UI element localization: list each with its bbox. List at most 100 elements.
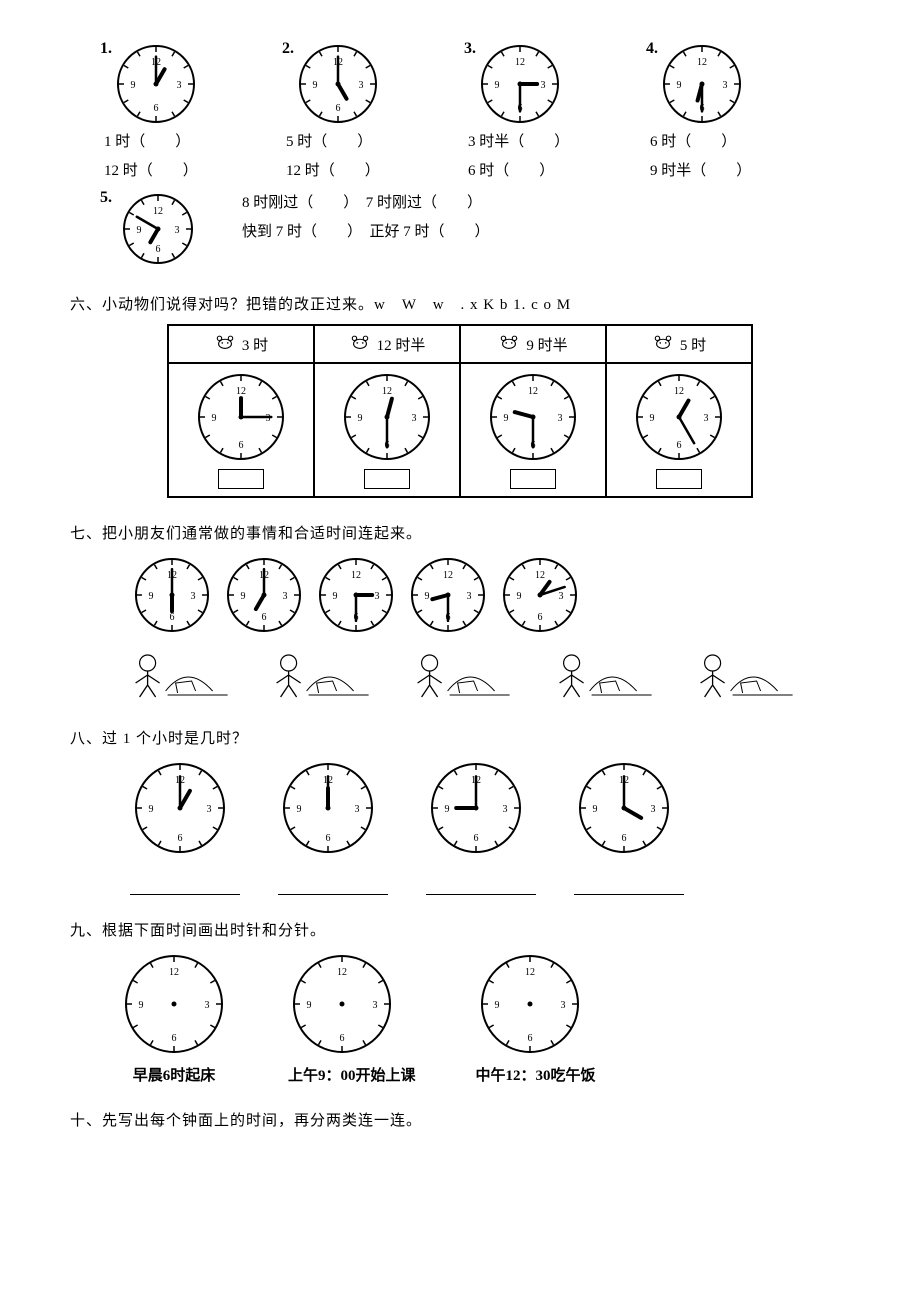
q2-number: 2. — [282, 40, 294, 58]
s6-cell-3-answer-box[interactable] — [656, 469, 702, 489]
svg-text:12: 12 — [697, 57, 707, 68]
q2-line-0: 5 时（ ） — [286, 128, 464, 157]
svg-text:9: 9 — [445, 804, 450, 815]
svg-text:3: 3 — [651, 804, 656, 815]
activity-sleeping — [675, 643, 810, 699]
s8-col-0: 12369 — [130, 758, 240, 895]
svg-text:3: 3 — [177, 80, 182, 91]
svg-text:9: 9 — [494, 1000, 499, 1011]
svg-text:6: 6 — [170, 612, 175, 623]
s8-answer-line-2[interactable] — [426, 876, 536, 895]
s6-cell-0-label: 3 时 — [242, 334, 268, 355]
s6-cell-3-header: 5 时 — [608, 327, 750, 361]
svg-text:12: 12 — [153, 206, 163, 217]
s7-clock-2: 12369 — [314, 553, 398, 637]
s8-col-1: 12369 — [278, 758, 388, 895]
q1-4-grid: 1. 12369 1 时（ ） 12 时（ ） 2. 12369 5 时（ ） … — [100, 40, 850, 185]
activity-computer — [110, 643, 245, 699]
svg-text:12: 12 — [337, 967, 347, 978]
animal-icon — [652, 332, 674, 357]
q1-line-1: 12 时（ ） — [104, 157, 282, 186]
s9-clock-0[interactable]: 12369 — [120, 950, 228, 1058]
svg-text:3: 3 — [266, 413, 271, 424]
q1-column: 1. 12369 1 时（ ） 12 时（ ） — [100, 40, 282, 185]
svg-text:6: 6 — [677, 440, 682, 451]
svg-text:6: 6 — [326, 833, 331, 844]
svg-text:3: 3 — [283, 591, 288, 602]
s9-col-0: 12369 早晨6时起床 — [120, 950, 228, 1085]
svg-text:3: 3 — [704, 413, 709, 424]
svg-text:3: 3 — [467, 591, 472, 602]
svg-text:3: 3 — [558, 413, 563, 424]
activity-doing-homework-icon — [534, 643, 669, 699]
svg-text:12: 12 — [525, 967, 535, 978]
svg-text:9: 9 — [677, 80, 682, 91]
section-8: 八、过 1 个小时是几时？ 12369 12369 12369 12369 — [70, 727, 850, 895]
section-7-title: 七、把小朋友们通常做的事情和合适时间连起来。 — [70, 522, 850, 543]
svg-text:3: 3 — [175, 225, 180, 236]
s9-clock-1[interactable]: 12369 — [288, 950, 416, 1058]
activity-eating-lunch-icon — [392, 643, 527, 699]
svg-text:3: 3 — [559, 591, 564, 602]
svg-text:6: 6 — [239, 440, 244, 451]
q5-clock: 12369 — [118, 189, 198, 269]
svg-text:3: 3 — [205, 1000, 210, 1011]
s6-cell-2-clock: 12369 — [462, 365, 604, 465]
s9-clock-2[interactable]: 12369 — [476, 950, 596, 1058]
svg-text:6: 6 — [336, 103, 341, 114]
svg-text:9: 9 — [593, 804, 598, 815]
s8-clock-0: 12369 — [130, 758, 240, 858]
question-block-1-5: 1. 12369 1 时（ ） 12 时（ ） 2. 12369 5 时（ ） … — [70, 40, 850, 269]
s9-col-1: 12369 上午9：00开始上课 — [288, 950, 416, 1085]
animal-icon — [498, 332, 520, 357]
svg-text:3: 3 — [375, 591, 380, 602]
s8-answer-line-1[interactable] — [278, 876, 388, 895]
activity-eating-lunch — [392, 643, 527, 699]
svg-text:9: 9 — [333, 591, 338, 602]
svg-text:9: 9 — [517, 591, 522, 602]
q1-clock: 12369 — [112, 40, 200, 128]
q4-number: 4. — [646, 40, 658, 58]
q1-number: 1. — [100, 40, 112, 58]
q3-line-0: 3 时半（ ） — [468, 128, 646, 157]
svg-text:9: 9 — [149, 591, 154, 602]
svg-text:3: 3 — [191, 591, 196, 602]
s6-cell-0-answer-box[interactable] — [218, 469, 264, 489]
s9-label-1: 上午9：00开始上课 — [288, 1064, 416, 1085]
s7-clock-4: 12369 — [498, 553, 582, 637]
q3-column: 3. 12369 3 时半（ ） 6 时（ ） — [464, 40, 646, 185]
s8-answer-line-3[interactable] — [574, 876, 684, 895]
s8-clock-1: 12369 — [278, 758, 388, 858]
svg-text:12: 12 — [674, 386, 684, 397]
svg-text:9: 9 — [297, 804, 302, 815]
s6-cell-2-label: 9 时半 — [526, 334, 567, 355]
svg-text:9: 9 — [495, 80, 500, 91]
q5-line-1: 快到 7 时（ ） 正好 7 时（ ） — [242, 218, 490, 247]
svg-text:3: 3 — [541, 80, 546, 91]
svg-text:9: 9 — [504, 413, 509, 424]
q3-number: 3. — [464, 40, 476, 58]
svg-text:9: 9 — [212, 413, 217, 424]
svg-text:9: 9 — [313, 80, 318, 91]
s7-clock-3: 12369 — [406, 553, 490, 637]
s8-answer-line-0[interactable] — [130, 876, 240, 895]
s6-cell-3-body: 12369 — [608, 365, 750, 495]
svg-text:12: 12 — [382, 386, 392, 397]
svg-text:9: 9 — [131, 80, 136, 91]
svg-text:12: 12 — [443, 570, 453, 581]
s6-cell-1-answer-box[interactable] — [364, 469, 410, 489]
s6-cell-1-body: 12369 — [316, 365, 458, 495]
section-7-clocks: 1236912369123691236912369 — [130, 553, 850, 637]
q4-line-0: 6 时（ ） — [650, 128, 828, 157]
s6-cell-3-label: 5 时 — [680, 334, 706, 355]
s6-cell-2-answer-box[interactable] — [510, 469, 556, 489]
section-10: 十、先写出每个钟面上的时间，再分两类连一连。 — [70, 1109, 850, 1130]
q5-line-0: 8 时刚过（ ） 7 时刚过（ ） — [242, 189, 490, 218]
section-8-row: 12369 12369 12369 12369 — [130, 758, 850, 895]
q5-number: 5. — [100, 189, 118, 269]
q3-clock: 12369 — [476, 40, 564, 128]
s9-label-2: 中午12：30吃午饭 — [476, 1064, 596, 1085]
svg-text:9: 9 — [425, 591, 430, 602]
svg-text:6: 6 — [527, 1033, 532, 1044]
s9-col-2: 12369 中午12：30吃午饭 — [476, 950, 596, 1085]
